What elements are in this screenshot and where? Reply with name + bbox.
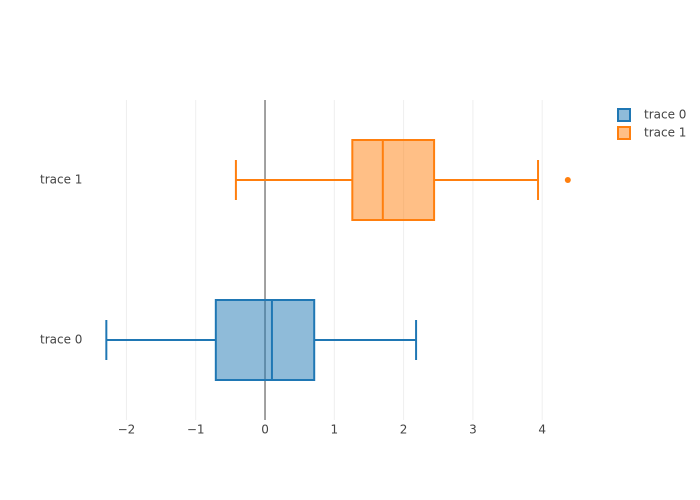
legend-swatch xyxy=(617,126,631,140)
x-tick-label: 3 xyxy=(469,423,477,437)
x-tick-label: 2 xyxy=(400,423,408,437)
x-tick-label: −1 xyxy=(187,423,205,437)
legend-label: trace 0 xyxy=(644,108,686,122)
box xyxy=(351,139,436,221)
y-tick-label: trace 0 xyxy=(40,333,82,347)
x-tick-label: 4 xyxy=(538,423,546,437)
x-tick-label: −2 xyxy=(118,423,136,437)
box xyxy=(214,299,316,381)
x-tick-label: 1 xyxy=(330,423,338,437)
legend-swatch xyxy=(617,108,631,122)
legend-label: trace 1 xyxy=(644,126,686,140)
x-tick-label: 0 xyxy=(261,423,269,437)
outlier xyxy=(564,177,571,183)
y-tick-label: trace 1 xyxy=(40,173,82,187)
